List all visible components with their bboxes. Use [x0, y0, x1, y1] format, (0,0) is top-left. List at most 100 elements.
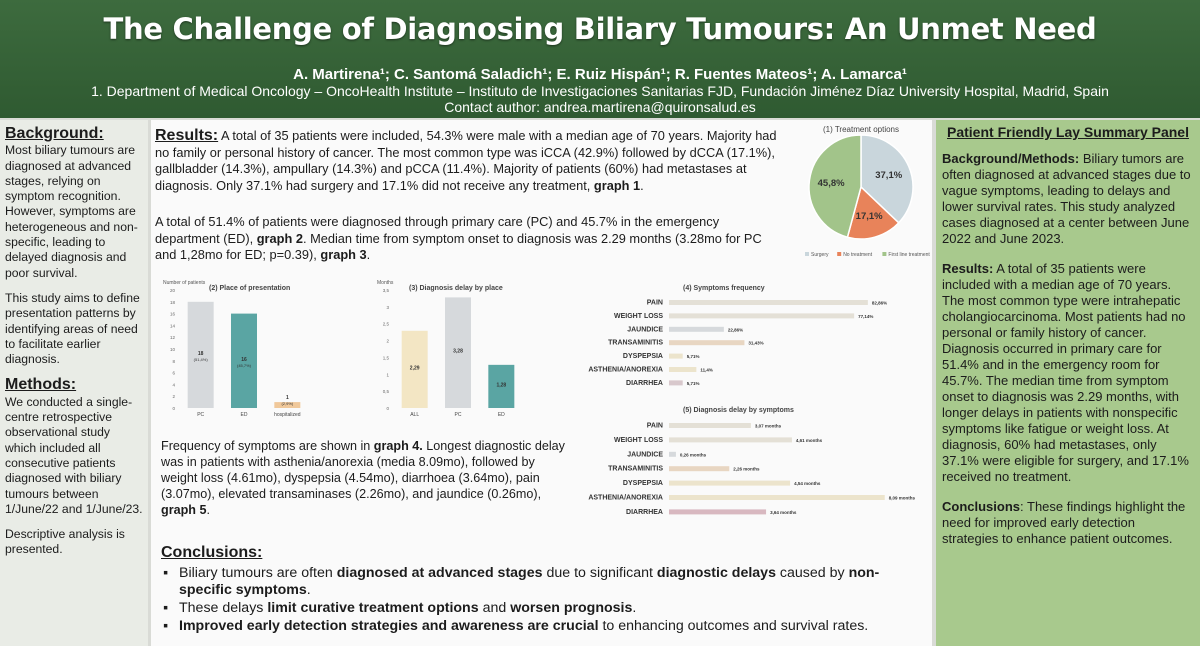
y-tick-label: ASTHENIA/ANOREXIA: [588, 495, 663, 502]
bar: [187, 301, 214, 408]
poster-title: The Challenge of Diagnosing Biliary Tumo…: [103, 12, 1097, 46]
pie-value-label: 37,1%: [875, 170, 902, 181]
pie-value-label: 45,8%: [818, 178, 845, 189]
bar: [669, 340, 745, 346]
bar: [669, 313, 855, 319]
conclusion-item-2: These delays limit curative treatment op…: [161, 600, 931, 617]
bar: [669, 437, 792, 443]
y-tick-label: 3: [386, 305, 389, 310]
results-text-2a: A total of 51.4% of patients were diagno…: [155, 214, 720, 246]
pie-slice: [808, 134, 862, 239]
results-paragraph-2: A total of 51.4% of patients were diagno…: [155, 214, 762, 263]
y-tick-label: 2: [386, 339, 389, 344]
lay-background: Background/Methods: Biliary tumors are o…: [942, 151, 1191, 246]
y-tick-label: DYSPEPSIA: [623, 353, 663, 360]
graph-2-ref: graph 2: [256, 230, 303, 246]
y-tick-label: PAIN: [647, 423, 663, 430]
pie-value-label: 17,1%: [856, 211, 883, 222]
y-axis-label: Number of patients: [163, 280, 206, 286]
results-paragraph-1: Results: A total of 35 patients were inc…: [155, 127, 777, 193]
conclusions-section: Conclusions: Biliary tumours are often d…: [161, 544, 931, 636]
y-tick-label: JAUNDICE: [627, 326, 663, 333]
symptoms-frequency-chart: (4) Symptoms frequency PAIN 82,86% WEIGHT L…: [588, 285, 887, 387]
y-tick-label: 1: [386, 372, 389, 377]
bar: [669, 480, 791, 486]
lay-results: Results: A total of 35 patients were inc…: [942, 261, 1189, 484]
bar-value-label: 3,07 months: [755, 424, 782, 429]
contact-author: Contact author: andrea.martirena@quirons…: [444, 99, 756, 115]
legend-swatch: [882, 252, 887, 256]
bar: [274, 402, 301, 408]
bar: [669, 353, 683, 359]
results-text-1: A total of 35 patients were included, 54…: [155, 128, 777, 193]
bar-value-label: 11,4%: [700, 368, 713, 373]
bar-value-label: 31,43%: [748, 341, 763, 346]
conclusion-item-1: Biliary tumours are often diagnosed at a…: [161, 565, 931, 599]
y-tick-label: 0: [386, 406, 389, 411]
bar: [669, 423, 751, 428]
x-tick-label: ED: [241, 412, 248, 418]
x-tick-label: hospitalized: [274, 412, 301, 418]
legend-label: Surgery: [811, 252, 829, 258]
y-tick-label: 0,5: [383, 389, 390, 394]
bar-sub-label: (45,7%): [237, 363, 252, 368]
bar-value-label: 1: [286, 395, 289, 401]
authors: A. Martirena¹; C. Santomá Saladich¹; E. …: [293, 66, 907, 83]
bar: [669, 380, 683, 386]
bar-value-label: 3,64 months: [770, 510, 797, 515]
legend-label: First line treatment: [888, 252, 930, 258]
graph-4-ref: graph 4.: [373, 439, 423, 453]
y-tick-label: 2: [172, 394, 175, 399]
y-tick-label: WEIGHT LOSS: [614, 313, 663, 320]
y-tick-label: 3,5: [383, 288, 390, 293]
left-column: Background: Most biliary tumours are dia…: [0, 120, 148, 646]
results-text-2b: . Median time from symptom onset to diag…: [155, 230, 762, 263]
treatment-options-chart: (1) Treatment options 37,1% 17,1% 45,8% Surg…: [805, 125, 930, 258]
bar: [669, 509, 767, 515]
y-tick-label: PAIN: [647, 300, 663, 307]
bar: [669, 326, 724, 332]
y-tick-label: DIARRHEA: [626, 509, 663, 516]
x-tick-label: PC: [455, 412, 462, 418]
bar-value-label: 77,14%: [858, 314, 873, 319]
diagnosis-delay-by-symptoms-chart: (5) Diagnosis delay by symptoms PAIN 3,07 …: [588, 407, 916, 516]
results-text-3a: Frequency of symptoms are shown in: [161, 439, 371, 453]
bar-value-label: 8,09 months: [889, 496, 916, 501]
graph-1-ref: graph 1: [593, 177, 641, 193]
lay-conclusions: Conclusions: These findings highlight th…: [942, 499, 1186, 546]
pie-slice: [860, 134, 914, 224]
bar-value-label: 22,86%: [728, 327, 743, 332]
methods-heading: Methods:: [5, 376, 77, 394]
y-tick-label: 20: [170, 288, 176, 293]
pie-slice: [846, 185, 900, 240]
bar-sub-label: (51,4%): [194, 357, 209, 362]
bar: [669, 451, 676, 457]
bar-value-label: 4,61 months: [796, 438, 823, 443]
poster-header: The Challenge of Diagnosing Biliary Tumo…: [0, 0, 1200, 118]
x-tick-label: ED: [498, 412, 505, 418]
y-tick-label: 6: [172, 371, 175, 376]
bar-value-label: 82,86%: [872, 301, 887, 306]
bar-value-label: 5,71%: [687, 381, 700, 386]
y-tick-label: 0: [172, 406, 175, 411]
y-tick-label: JAUNDICE: [627, 451, 663, 458]
y-tick-label: DYSPEPSIA: [623, 480, 663, 487]
y-axis-label: Months: [377, 280, 394, 286]
methods-text: We conducted a single-centre retrospecti…: [5, 394, 143, 516]
bar-value-label: 5,71%: [687, 354, 700, 359]
y-tick-label: TRANSAMINITIS: [608, 340, 663, 347]
lay-summary-title: Patient Friendly Lay Summary Panel: [947, 124, 1189, 140]
x-tick-label: PC: [197, 412, 204, 418]
y-tick-label: DIARRHEA: [626, 380, 663, 387]
bar: [401, 330, 428, 408]
conclusions-heading: Conclusions:: [161, 544, 263, 561]
legend-swatch: [805, 252, 809, 256]
y-tick-label: 8: [172, 359, 175, 364]
results-heading: Results:: [155, 127, 219, 144]
bar-value-label: 0,26 months: [680, 452, 707, 457]
conclusion-item-3: Improved early detection strategies and …: [161, 618, 931, 635]
results-paragraph-3: Frequency of symptoms are shown in graph…: [161, 439, 565, 517]
bar-value-label: 4,54 months: [794, 481, 821, 486]
y-tick-label: 10: [170, 347, 176, 352]
